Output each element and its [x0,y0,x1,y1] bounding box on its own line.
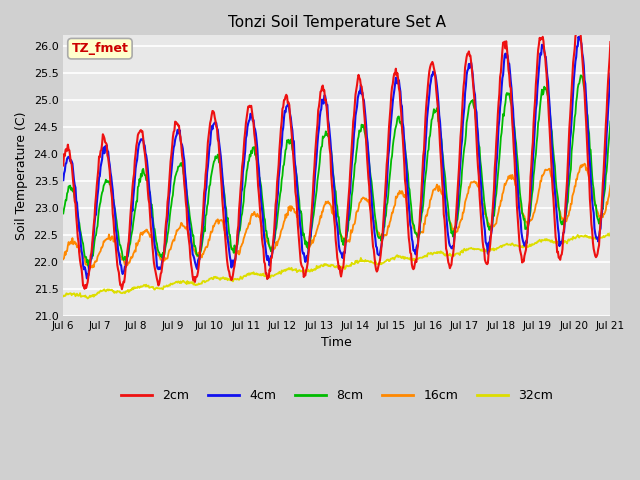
X-axis label: Time: Time [321,336,352,349]
Text: TZ_fmet: TZ_fmet [72,42,129,55]
Y-axis label: Soil Temperature (C): Soil Temperature (C) [15,111,28,240]
Title: Tonzi Soil Temperature Set A: Tonzi Soil Temperature Set A [228,15,446,30]
Legend: 2cm, 4cm, 8cm, 16cm, 32cm: 2cm, 4cm, 8cm, 16cm, 32cm [116,384,558,407]
